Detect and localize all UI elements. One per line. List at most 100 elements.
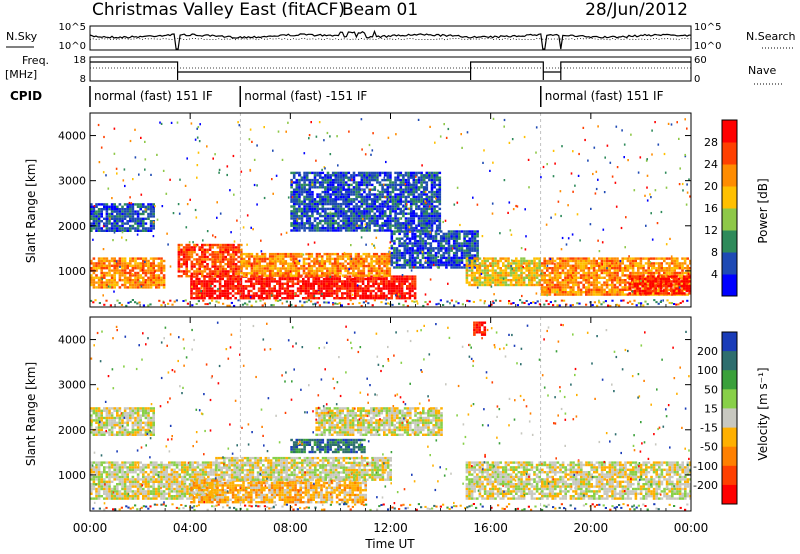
noise-panel: N.Sky 10^5 10^0 10^5 10^0 N.Search — [6, 22, 796, 52]
time-tick-6: 00:00 — [674, 521, 709, 535]
velocity-colorbar-swatch-8 — [722, 484, 737, 505]
frequency-panel: Freq. [MHz] 18 8 60 0 Nave — [5, 54, 784, 85]
noise-sky-label: N.Sky — [6, 30, 38, 43]
power-colorbar-tick-2: 12 — [704, 224, 718, 237]
velocity-colorbar-tick-1: 100 — [697, 364, 718, 377]
velocity-ytick-3: 4000 — [58, 334, 86, 347]
velocity-colorbar-swatch-0 — [722, 332, 737, 352]
velocity-colorbar-swatch-1 — [722, 351, 737, 371]
velocity-ylabel: Slant Range [km] — [24, 362, 38, 466]
velocity-band-5 — [315, 407, 443, 436]
freq-label-top: Freq. — [22, 54, 49, 67]
time-tick-2: 08:00 — [273, 521, 308, 535]
power-band-4 — [240, 252, 392, 277]
chart-title: Christmas Valley East (fitACF) — [92, 0, 345, 20]
noise-tick-top-left: 10^5 — [59, 22, 86, 33]
time-tick-0: 00:00 — [73, 521, 108, 535]
power-colorbar-tick-6: 28 — [704, 136, 718, 149]
velocity-colorbar-tick-4: -15 — [700, 422, 718, 435]
power-ytick-1: 2000 — [58, 220, 86, 233]
power-colorbar-label: Power [dB] — [756, 178, 770, 243]
power-panel: 1000 2000 3000 4000 Slant Range [km] 4 8 12 16… — [24, 112, 770, 308]
velocity-colorbar-tick-5: -50 — [700, 441, 718, 454]
velocity-scatter — [90, 321, 691, 508]
velocity-panel: 1000 2000 3000 4000 Slant Range [km] 200 100… — [24, 316, 770, 512]
power-colorbar-tick-1: 8 — [711, 246, 718, 259]
nave-tick-top: 60 — [694, 55, 707, 66]
power-ytick-0: 1000 — [58, 265, 86, 278]
noise-tick-top-right: 10^5 — [694, 22, 721, 33]
power-colorbar-swatch-3 — [722, 208, 737, 231]
time-tick-1: 04:00 — [173, 521, 208, 535]
velocity-colorbar-swatch-5 — [722, 427, 737, 448]
freq-label-bottom: [MHz] — [5, 68, 37, 81]
velocity-colorbar-swatch-4 — [722, 408, 737, 428]
power-colorbar-swatch-0 — [722, 274, 737, 297]
power-ground-scatter — [90, 299, 689, 307]
time-tick-4: 16:00 — [473, 521, 508, 535]
nave-tick-bottom: 0 — [694, 74, 700, 85]
noise-tick-bottom-right: 10^0 — [694, 41, 721, 52]
power-band-2 — [177, 243, 243, 278]
noise-sky-series — [89, 29, 692, 50]
power-band-8 — [540, 257, 691, 296]
beam-label: Beam 01 — [342, 0, 418, 20]
velocity-band-7 — [473, 321, 487, 336]
velocity-colorbar-tick-7: -200 — [693, 479, 718, 492]
velocity-colorbar-tick-6: -100 — [693, 460, 718, 473]
velocity-colorbar-swatch-3 — [722, 389, 737, 409]
cpid-segment-1: normal (fast) -151 IF — [244, 89, 367, 103]
velocity-ground-scatter — [92, 503, 689, 511]
velocity-colorbar-tick-3: 15 — [704, 402, 718, 415]
noise-tick-bottom-left: 10^0 — [59, 41, 86, 52]
power-band-1 — [90, 203, 155, 232]
power-colorbar-tick-3: 16 — [704, 202, 718, 215]
cpid-segment-0: normal (fast) 151 IF — [94, 89, 213, 103]
velocity-colorbar-swatch-6 — [722, 446, 737, 467]
power-band-7 — [465, 257, 541, 287]
power-colorbar-swatch-1 — [722, 252, 737, 275]
noise-search-label: N.Search — [746, 30, 796, 43]
velocity-band-2 — [190, 479, 367, 504]
power-scatter — [92, 117, 691, 305]
velocity-ytick-1: 2000 — [58, 424, 86, 437]
power-colorbar-swatch-4 — [722, 186, 737, 209]
power-colorbar-swatch-6 — [722, 142, 737, 165]
velocity-band-4 — [290, 438, 366, 454]
frequency-series — [90, 61, 691, 80]
velocity-band-6 — [465, 461, 691, 500]
power-colorbar-swatch-7 — [722, 120, 737, 143]
time-axis: 00:00 04:00 08:00 12:00 16:00 20:00 00:00 — [73, 113, 709, 535]
power-colorbar-tick-5: 24 — [704, 158, 718, 171]
velocity-band-1 — [90, 407, 155, 436]
velocity-colorbar-label: Velocity [m s⁻¹] — [756, 367, 770, 460]
power-ylabel: Slant Range [km] — [24, 159, 38, 263]
power-band-3 — [190, 275, 417, 300]
velocity-colorbar-tick-2: 50 — [704, 383, 718, 396]
power-colorbar-swatch-2 — [722, 230, 737, 253]
time-tick-5: 20:00 — [574, 521, 609, 535]
velocity-band-3 — [215, 456, 392, 481]
velocity-ytick-0: 1000 — [58, 469, 86, 482]
freq-tick-bottom: 8 — [80, 74, 86, 85]
power-band-5 — [290, 171, 442, 232]
velocity-ytick-2: 3000 — [58, 379, 86, 392]
power-band-0 — [90, 257, 166, 289]
power-ytick-2: 3000 — [58, 175, 86, 188]
cpid-row: CPID normal (fast) 151 IF normal (fast) -… — [10, 86, 664, 107]
power-band-9 — [628, 275, 691, 295]
time-axis-label: Time UT — [364, 537, 415, 551]
cpid-label: CPID — [10, 89, 42, 103]
power-colorbar-swatch-5 — [722, 164, 737, 187]
freq-tick-top: 18 — [73, 55, 86, 66]
cpid-segment-2: normal (fast) 151 IF — [545, 89, 664, 103]
power-ytick-3: 4000 — [58, 130, 86, 143]
time-tick-3: 12:00 — [373, 521, 408, 535]
power-colorbar-tick-4: 20 — [704, 180, 718, 193]
nave-label: Nave — [748, 64, 776, 77]
power-colorbar-tick-0: 4 — [711, 268, 718, 281]
velocity-colorbar-tick-0: 200 — [697, 345, 718, 358]
date-label: 28/Jun/2012 — [585, 0, 688, 20]
velocity-colorbar-swatch-2 — [722, 370, 737, 390]
